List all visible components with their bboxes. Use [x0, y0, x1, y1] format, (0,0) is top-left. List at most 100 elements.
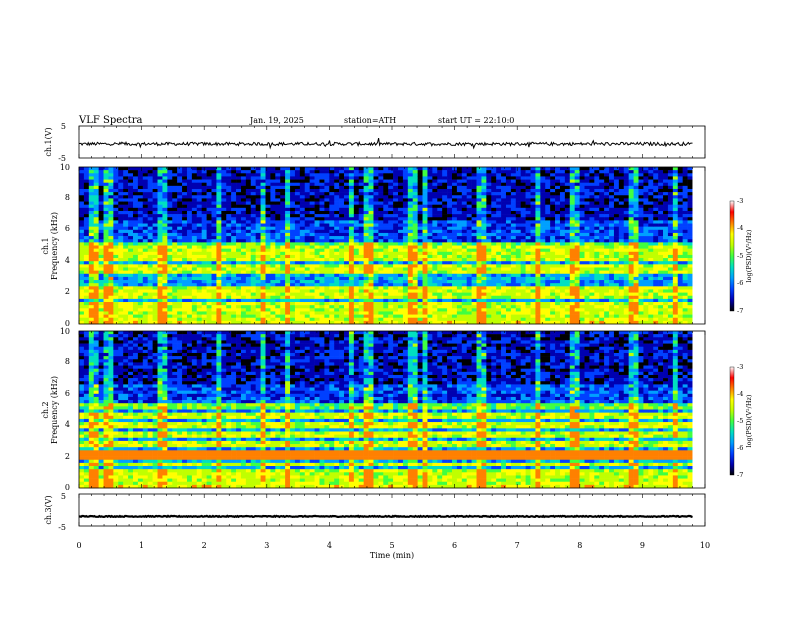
spectrogram-cell	[437, 286, 442, 289]
spectrogram-cell	[202, 255, 207, 258]
spectrogram-cell	[462, 318, 467, 321]
spectrogram-cell	[501, 239, 506, 242]
spectrogram-cell	[398, 233, 403, 236]
spectrogram-cell	[403, 180, 408, 183]
spectrogram-cell	[388, 261, 393, 264]
spectrogram-cell	[108, 302, 113, 305]
spectrogram-cell	[162, 293, 167, 296]
spectrogram-cell	[270, 311, 275, 314]
spectrogram-cell	[305, 189, 310, 192]
spectrogram-cell	[172, 176, 177, 179]
spectrogram-cell	[383, 236, 388, 239]
spectrogram-cell	[516, 261, 521, 264]
spectrogram-cell	[192, 208, 197, 211]
spectrogram-cell	[344, 252, 349, 255]
spectrogram-cell	[202, 205, 207, 208]
spectrogram-cell	[256, 198, 261, 201]
spectrogram-cell	[148, 167, 153, 170]
spectrogram-cell	[143, 271, 148, 274]
spectrogram-cell	[300, 293, 305, 296]
spectrogram-cell	[398, 264, 403, 267]
spectrogram-cell	[432, 302, 437, 305]
spectrogram-cell	[491, 277, 496, 280]
spectrogram-cell	[192, 318, 197, 321]
spectrogram-cell	[148, 289, 153, 292]
spectrogram-cell	[226, 318, 231, 321]
spectrogram-cell	[118, 296, 123, 299]
spectrogram-cell	[212, 230, 217, 233]
spectrogram-cell	[133, 176, 138, 179]
spectrogram-cell	[526, 202, 531, 205]
spectrogram-cell	[413, 302, 418, 305]
spectrogram-cell	[496, 289, 501, 292]
spectrogram-cell	[521, 249, 526, 252]
spectrogram-cell	[285, 271, 290, 274]
spectrogram-cell	[388, 311, 393, 314]
spectrogram-cell	[270, 308, 275, 311]
spectrogram-cell	[153, 180, 158, 183]
spectrogram-cell	[354, 192, 359, 195]
spectrogram-cell	[516, 315, 521, 318]
spectrogram-cell	[197, 249, 202, 252]
spectrogram-cell	[457, 236, 462, 239]
spectrogram-cell	[540, 286, 545, 289]
spectrogram-cell	[457, 308, 462, 311]
spectrogram-cell	[339, 220, 344, 223]
spectrogram-cell	[540, 299, 545, 302]
spectrogram-cell	[535, 183, 540, 186]
spectrogram-cell	[349, 267, 354, 270]
spectrogram-cell	[462, 246, 467, 249]
spectrogram-cell	[89, 271, 94, 274]
spectrogram-cell	[506, 249, 511, 252]
spectrogram-cell	[118, 183, 123, 186]
spectrogram-cell	[359, 267, 364, 270]
spectrogram-cell	[241, 305, 246, 308]
spectrogram-cell	[344, 246, 349, 249]
spectrogram-cell	[408, 214, 413, 217]
spectrogram-cell	[256, 274, 261, 277]
spectrogram-cell	[447, 233, 452, 236]
spectrogram-cell	[442, 283, 447, 286]
spectrogram-cell	[408, 167, 413, 170]
spectrogram-cell	[501, 308, 506, 311]
spectrogram-cell	[526, 286, 531, 289]
spectrogram-cell	[285, 299, 290, 302]
spectrogram-cell	[329, 318, 334, 321]
spectrogram-cell	[226, 255, 231, 258]
spectrogram-cell	[266, 318, 271, 321]
spectrogram-cell	[442, 315, 447, 318]
spectrogram-cell	[266, 186, 271, 189]
spectrogram-cell	[148, 220, 153, 223]
spectrogram-cell	[207, 208, 212, 211]
spectrogram-cell	[319, 302, 324, 305]
spectrogram-cell	[192, 192, 197, 195]
spectrogram-cell	[79, 167, 84, 170]
spectrogram-cell	[167, 236, 172, 239]
spectrogram-cell	[148, 283, 153, 286]
spectrogram-cell	[506, 252, 511, 255]
spectrogram-cell	[94, 173, 99, 176]
spectrogram-cell	[246, 239, 251, 242]
spectrogram-cell	[418, 220, 423, 223]
spectrogram-cell	[270, 239, 275, 242]
spectrogram-cell	[153, 289, 158, 292]
spectrogram-cell	[305, 271, 310, 274]
spectrogram-cell	[285, 173, 290, 176]
spectrogram-cell	[310, 233, 315, 236]
spectrogram-cell	[393, 233, 398, 236]
spectrogram-cell	[162, 289, 167, 292]
spectrogram-cell	[486, 176, 491, 179]
spectrogram-cell	[481, 302, 486, 305]
spectrogram-cell	[123, 242, 128, 245]
spectrogram-cell	[403, 239, 408, 242]
spectrogram-cell	[295, 211, 300, 214]
spectrogram-cell	[221, 315, 226, 318]
spectrogram-cell	[467, 258, 472, 261]
spectrogram-cell	[216, 271, 221, 274]
spectrogram-cell	[550, 242, 555, 245]
spectrogram-cell	[123, 180, 128, 183]
spectrogram-cell	[324, 202, 329, 205]
spectrogram-cell	[123, 239, 128, 242]
spectrogram-cell	[477, 236, 482, 239]
spectrogram-cell	[555, 186, 560, 189]
